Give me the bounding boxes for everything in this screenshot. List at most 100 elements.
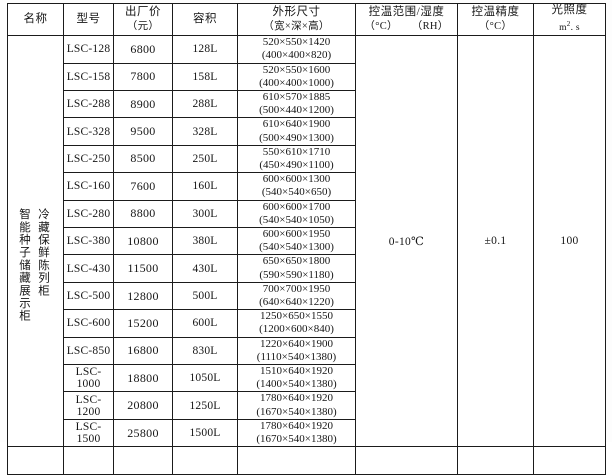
header-label-temp-range: 控温范围/湿度 — [368, 6, 445, 19]
dimension-outer: 600×600×1700 — [262, 200, 331, 213]
product-spec-table: 名称 型号 出厂价 （元） 容积 外形尺寸 （宽×深×高） 控温范围/湿度 — [7, 2, 606, 475]
header-cell-price: 出厂价 （元） — [113, 2, 173, 37]
cell-volume: 1250L — [172, 391, 238, 420]
lux-unit-exponent: 2 — [566, 19, 571, 28]
table-row-clipped — [7, 446, 606, 475]
cell-clipped — [172, 446, 238, 475]
dimension-inner: (1200×600×840) — [259, 323, 334, 336]
document-page: 名称 型号 出厂价 （元） 容积 外形尺寸 （宽×深×高） 控温范围/湿度 — [7, 2, 606, 475]
cell-model: LSC-1000 — [63, 364, 114, 393]
category-name-cell: 智能种子储藏展示柜 冷藏保鲜陈列柜 — [7, 35, 64, 448]
dimension-outer: 1780×640×1920 — [260, 392, 333, 405]
cell-volume: 328L — [172, 117, 238, 146]
cell-model: LSC-158 — [63, 62, 114, 91]
dimension-inner: (400×400×1000) — [259, 76, 334, 89]
dimension-outer: 610×570×1885 — [262, 90, 331, 103]
cell-clipped — [237, 446, 356, 475]
cell-dimension: 550×610×1710 (450×490×1100) — [237, 144, 356, 174]
header-sublabel-price-unit: （元） — [126, 20, 160, 32]
header-cell-dimension: 外形尺寸 （宽×深×高） — [237, 2, 356, 37]
cell-model: LSC-600 — [63, 309, 114, 338]
dimension-outer: 520×550×1420 — [262, 36, 331, 49]
dimension-inner: (640×640×1220) — [259, 296, 334, 309]
table-row: 智能种子储藏展示柜 冷藏保鲜陈列柜 LSC-128 6800 128L 520×550×1… — [7, 35, 606, 448]
cell-dimension: 610×570×1885 (500×440×1200) — [237, 89, 356, 119]
cell-dimension: 700×700×1950 (640×640×1220) — [237, 281, 356, 311]
cell-model: LSC-160 — [63, 172, 114, 201]
table-body: 智能种子储藏展示柜 冷藏保鲜陈列柜 LSC-128 6800 128L 520×550×1… — [7, 35, 606, 475]
cell-dimension: 600×600×1300 (540×540×650) — [237, 172, 356, 201]
cell-temp-range-merged: 0-10℃ — [355, 35, 458, 448]
cell-price: 6800 — [113, 35, 173, 64]
cell-volume: 158L — [172, 62, 238, 91]
table-row: LSC-1200 20800 1250L 1780×640×1920 (1670×540… — [8, 391, 606, 420]
cell-volume: 160L — [172, 172, 238, 201]
header-cell-temp-precision: 控温精度 （°C） — [457, 2, 534, 37]
cell-price: 16800 — [113, 336, 173, 366]
cell-volume: 1500L — [172, 418, 238, 448]
dimension-inner: (1400×540×1380) — [256, 378, 337, 391]
cell-price: 18800 — [113, 364, 173, 393]
table-row: LSC-430 11500 430L 650×650×1800 (590×590×118… — [8, 254, 606, 283]
cell-model: LSC-430 — [63, 254, 114, 283]
dimension-inner: (500×440×1200) — [259, 104, 334, 117]
header-cell-illuminance: 光照度 m2. s — [533, 2, 606, 37]
dimension-inner: (590×590×1180) — [259, 268, 334, 281]
dimension-inner: (1110×540×1380) — [256, 350, 337, 363]
cell-volume: 288L — [172, 89, 238, 119]
cell-price: 7800 — [113, 62, 173, 91]
table-row: LSC-600 15200 600L 1250×650×1550 (1200×600×8… — [8, 309, 606, 338]
dimension-inner: (400×400×820) — [261, 49, 332, 62]
cell-dimension: 650×650×1800 (590×590×1180) — [237, 254, 356, 283]
table-row: LSC-328 9500 328L 610×640×1900 (500×490×1300… — [8, 117, 606, 146]
cell-clipped — [457, 446, 534, 475]
dimension-inner: (540×540×1050) — [259, 213, 334, 226]
cell-temp-precision-merged: ±0.1 — [457, 35, 534, 448]
dimension-inner: (450×490×1100) — [259, 158, 334, 171]
cell-model: LSC-250 — [63, 144, 114, 174]
cell-volume: 250L — [172, 144, 238, 174]
lux-unit-base: m — [559, 22, 567, 33]
header-label-dimension: 外形尺寸 — [272, 6, 321, 19]
cell-price: 15200 — [113, 309, 173, 338]
header-label-name: 名称 — [23, 12, 48, 25]
cell-model: LSC-280 — [63, 199, 114, 229]
cell-dimension: 600×600×1700 (540×540×1050) — [237, 199, 356, 229]
cell-volume: 128L — [172, 35, 238, 64]
header-sublabel-temp-range-units: （°C） （RH） — [356, 20, 457, 34]
header-unit-rh: （RH） — [411, 20, 449, 32]
dimension-outer: 1510×640×1920 — [260, 365, 333, 378]
table-header: 名称 型号 出厂价 （元） 容积 外形尺寸 （宽×深×高） 控温范围/湿度 — [7, 2, 606, 37]
table-row: LSC-380 10800 380L 600×600×1950 (540×540×130… — [8, 226, 606, 256]
table-row: LSC-280 8800 300L 600×600×1700 (540×540×1050… — [8, 199, 606, 229]
cell-clipped — [63, 446, 114, 475]
dimension-outer: 1220×640×1900 — [260, 337, 333, 350]
cell-volume: 1050L — [172, 364, 238, 393]
header-sublabel-illuminance-unit: m2. s — [534, 18, 605, 36]
dimension-outer: 600×600×1300 — [262, 173, 331, 186]
cell-dimension: 610×640×1900 (500×490×1300) — [237, 117, 356, 146]
header-sublabel-temp-precision-unit: （°C） — [478, 20, 513, 32]
header-cell-volume: 容积 — [172, 2, 238, 37]
dimension-outer: 1250×650×1550 — [260, 310, 333, 323]
cell-price: 8900 — [113, 89, 173, 119]
category-label-fresh-cabinet: 冷藏保鲜陈列柜 — [37, 208, 49, 298]
cell-dimension: 520×550×1600 (400×400×1000) — [237, 62, 356, 91]
header-label-temp-precision: 控温精度 — [471, 6, 520, 19]
dimension-outer: 550×610×1710 — [262, 145, 331, 158]
dimension-outer: 600×600×1950 — [262, 228, 331, 240]
cell-price: 8800 — [113, 199, 173, 229]
dimension-outer: 610×640×1900 — [262, 118, 331, 131]
cell-price: 12800 — [113, 281, 173, 311]
dimension-inner: (500×490×1300) — [259, 131, 334, 144]
category-label-seed-cabinet: 智能种子储藏展示柜 — [18, 208, 30, 323]
cell-price: 9500 — [113, 117, 173, 146]
dimension-outer: 650×650×1800 — [262, 255, 331, 268]
dimension-inner: (1670×540×1380) — [256, 433, 337, 446]
table-row: LSC-158 7800 158L 520×550×1600 (400×400×1000… — [8, 62, 606, 91]
lux-unit-tail: . s — [570, 22, 580, 33]
header-cell-temp-range: 控温范围/湿度 （°C） （RH） — [355, 2, 458, 37]
cell-model: LSC-850 — [63, 336, 114, 366]
cell-volume: 830L — [172, 336, 238, 366]
cell-volume: 430L — [172, 254, 238, 283]
